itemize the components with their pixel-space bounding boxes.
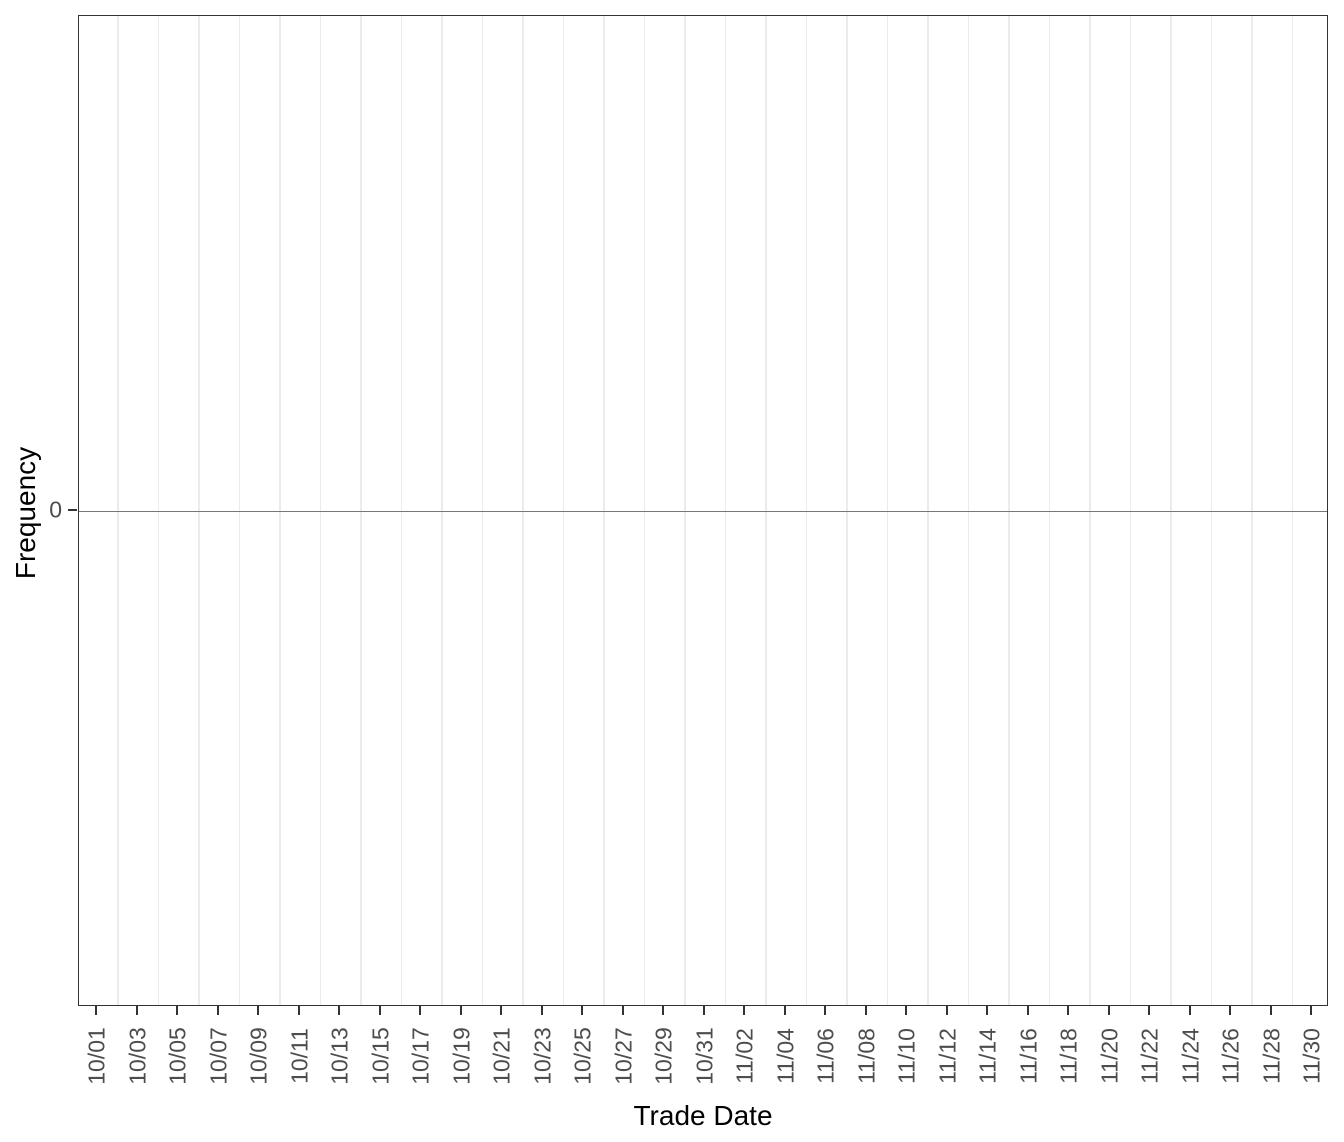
x-axis-tick-label: 10/19 (448, 1027, 474, 1085)
y-axis-tick-label: 0 (49, 496, 62, 523)
x-axis-tick-label: 10/07 (205, 1027, 231, 1085)
x-axis-tick-label: 11/12 (934, 1028, 960, 1084)
x-axis-tick-label: 11/14 (974, 1028, 1001, 1084)
x-axis-tick (338, 1006, 340, 1015)
x-axis-tick-label: 10/27 (610, 1027, 636, 1085)
x-axis-tick-label: 10/29 (650, 1027, 677, 1085)
x-axis-title: Trade Date (633, 1100, 773, 1131)
x-axis-tick (135, 1006, 138, 1015)
minor-gridline (603, 16, 605, 1005)
minor-gridline (238, 16, 241, 1005)
minor-gridline (1048, 16, 1051, 1005)
x-axis-tick-label: 10/11 (286, 1028, 312, 1084)
x-axis-tick-label: 10/03 (124, 1027, 150, 1085)
x-axis-tick (419, 1006, 421, 1015)
x-axis-tick-label: 11/20 (1096, 1028, 1122, 1084)
x-axis-tick (1188, 1006, 1191, 1015)
x-axis-tick (378, 1006, 381, 1015)
x-axis-tick (864, 1006, 867, 1015)
minor-gridline (441, 16, 443, 1005)
x-axis-tick-label: 10/01 (83, 1027, 110, 1085)
minor-gridline (684, 16, 686, 1005)
minor-gridline (805, 16, 808, 1005)
x-axis-tick (1310, 1006, 1312, 1015)
x-axis-tick (581, 1006, 583, 1015)
x-axis-tick-label: 11/02 (731, 1028, 758, 1084)
x-axis-tick (824, 1006, 826, 1015)
x-axis-tick (1269, 1006, 1272, 1015)
x-axis-tick (905, 1006, 907, 1015)
minor-gridline (967, 16, 970, 1005)
minor-gridline (886, 16, 889, 1005)
y-axis-tick (68, 509, 77, 511)
x-axis-tick (662, 1006, 664, 1015)
x-axis-tick-label: 11/04 (772, 1028, 798, 1084)
y-axis-title: Frequency (10, 446, 41, 580)
x-axis-tick (986, 1006, 988, 1015)
minor-gridline (927, 16, 929, 1005)
minor-gridline (1129, 16, 1132, 1005)
minor-gridline (198, 16, 200, 1005)
x-axis-tick (783, 1006, 786, 1015)
minor-gridline (562, 16, 565, 1005)
minor-gridline (1008, 16, 1010, 1005)
minor-gridline (157, 16, 160, 1005)
x-axis-tick (743, 1006, 745, 1015)
minor-gridline (643, 16, 646, 1005)
x-axis-tick (1148, 1006, 1150, 1015)
minor-gridline (319, 16, 322, 1005)
minor-gridline (765, 16, 767, 1005)
minor-gridline (1089, 16, 1091, 1005)
x-axis-tick-label: 10/25 (569, 1027, 596, 1085)
x-axis-tick-label: 10/09 (245, 1027, 272, 1085)
x-axis-tick-label: 11/08 (853, 1028, 879, 1084)
x-axis-tick-label: 11/22 (1136, 1028, 1163, 1084)
minor-gridline (724, 16, 727, 1005)
x-axis-tick (257, 1006, 259, 1015)
x-axis-tick-label: 10/13 (326, 1027, 353, 1085)
x-axis-tick-label: 11/10 (893, 1028, 920, 1084)
x-axis-tick (540, 1006, 543, 1015)
minor-gridline (1251, 16, 1253, 1005)
x-axis-tick (702, 1006, 705, 1015)
x-axis-tick-label: 10/31 (691, 1027, 717, 1085)
x-axis-tick (176, 1006, 178, 1015)
x-axis-tick (1026, 1006, 1029, 1015)
x-axis-tick-label: 11/26 (1217, 1028, 1244, 1084)
x-axis-tick (500, 1006, 502, 1015)
x-axis-tick (945, 1006, 948, 1015)
minor-gridline (1170, 16, 1172, 1005)
x-axis-tick (1229, 1006, 1231, 1015)
x-axis-tick-label: 11/24 (1177, 1028, 1203, 1084)
zero-baseline (79, 510, 1327, 513)
x-axis-tick (95, 1006, 97, 1015)
x-axis-tick (1067, 1006, 1069, 1015)
x-axis-tick-label: 11/30 (1298, 1028, 1325, 1084)
x-axis-tick-label: 10/17 (407, 1027, 434, 1085)
x-axis-tick-label: 11/18 (1055, 1028, 1082, 1084)
minor-gridline (360, 16, 362, 1005)
x-axis-tick-label: 10/21 (488, 1027, 515, 1085)
x-axis-tick-label: 10/23 (529, 1027, 555, 1085)
plot-panel (78, 15, 1328, 1006)
minor-gridline (522, 16, 524, 1005)
minor-gridline (279, 16, 281, 1005)
x-axis-tick-label: 11/06 (812, 1028, 839, 1084)
x-axis-tick-label: 11/28 (1258, 1028, 1284, 1084)
minor-gridline (400, 16, 403, 1005)
x-axis-tick (459, 1006, 462, 1015)
x-axis-tick-label: 10/15 (367, 1027, 393, 1085)
minor-gridline (846, 16, 848, 1005)
x-axis-tick (297, 1006, 300, 1015)
x-axis-tick (621, 1006, 624, 1015)
x-axis-tick (216, 1006, 219, 1015)
minor-gridline (481, 16, 484, 1005)
minor-gridline (1291, 16, 1294, 1005)
x-axis-tick (1107, 1006, 1110, 1015)
minor-gridline (1210, 16, 1213, 1005)
minor-gridline (117, 16, 119, 1005)
x-axis-tick-label: 11/16 (1015, 1028, 1041, 1084)
x-axis-tick-label: 10/05 (164, 1027, 191, 1085)
